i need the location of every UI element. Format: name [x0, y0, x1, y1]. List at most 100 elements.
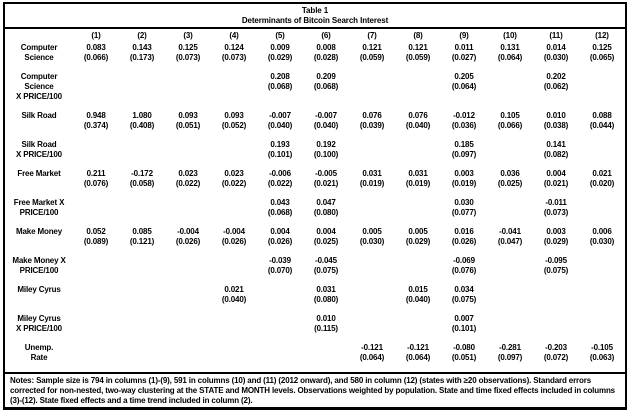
coefficient-value	[211, 256, 257, 266]
cell	[349, 72, 395, 111]
cell: 0.208 (0.068)	[257, 72, 303, 111]
cell	[395, 314, 441, 343]
column-header: (5)	[275, 31, 285, 40]
cell	[487, 140, 533, 169]
cell	[395, 198, 441, 227]
cell: -0.095 (0.075)	[533, 256, 579, 285]
coefficient-value: 0.047	[316, 198, 336, 207]
row-label: Miley Cyrus X PRICE/100	[16, 314, 62, 333]
standard-error-value	[349, 82, 395, 92]
coefficient-value: 0.085	[132, 227, 152, 236]
standard-error-value: (0.026)	[175, 237, 201, 246]
standard-error-value: (0.408)	[129, 121, 155, 130]
cell	[533, 285, 579, 314]
coefficient-value: 0.208	[270, 72, 290, 81]
cell: 0.125 (0.065)	[579, 42, 625, 72]
coefficient-value	[579, 256, 625, 266]
standard-error-value	[257, 295, 303, 305]
cell: 0.006 (0.030)	[579, 227, 625, 256]
table-row: Silk Road 0.948 (0.374) 1.080 (0.408) 0.093 (0…	[5, 111, 625, 140]
standard-error-value: (0.025)	[497, 179, 523, 188]
standard-error-value: (0.058)	[129, 179, 155, 188]
standard-error-value	[533, 295, 579, 305]
cell: 0.005 (0.029)	[395, 227, 441, 256]
coefficient-value: -0.006	[269, 169, 291, 178]
standard-error-value: (0.026)	[267, 237, 293, 246]
coefficient-value: 0.007	[454, 314, 474, 323]
coefficient-value: 0.036	[500, 169, 520, 178]
cell: 0.211 (0.076)	[73, 169, 119, 198]
standard-error-value: (0.075)	[543, 266, 569, 275]
coefficient-value: 0.076	[408, 111, 428, 120]
cell: 0.121 (0.059)	[349, 42, 395, 72]
standard-error-value	[349, 208, 395, 218]
cell: 0.004 (0.021)	[533, 169, 579, 198]
standard-error-value	[395, 208, 441, 218]
cell: 0.202 (0.062)	[533, 72, 579, 111]
standard-error-value: (0.064)	[451, 82, 477, 91]
coefficient-value	[579, 314, 625, 324]
coefficient-value: 0.192	[316, 140, 336, 149]
cell: 0.007 (0.101)	[441, 314, 487, 343]
coefficient-value	[165, 198, 211, 208]
standard-error-value: (0.029)	[267, 53, 293, 62]
standard-error-value: (0.068)	[267, 82, 293, 91]
standard-error-value	[119, 208, 165, 218]
coefficient-value: 0.031	[316, 285, 336, 294]
standard-error-value	[165, 295, 211, 305]
standard-error-value: (0.121)	[129, 237, 155, 246]
standard-error-value	[165, 150, 211, 160]
standard-error-value: (0.040)	[405, 295, 431, 304]
cell	[487, 198, 533, 227]
cell: 0.141 (0.082)	[533, 140, 579, 169]
row-label: Computer Science X PRICE/100	[16, 72, 62, 101]
standard-error-value: (0.082)	[543, 150, 569, 159]
coefficient-value	[487, 140, 533, 150]
standard-error-value: (0.027)	[451, 53, 477, 62]
coefficient-value	[487, 198, 533, 208]
standard-error-value	[73, 150, 119, 160]
cell: 0.205 (0.064)	[441, 72, 487, 111]
cell: 0.010 (0.038)	[533, 111, 579, 140]
coefficient-value: -0.121	[407, 343, 429, 352]
cell: 0.034 (0.075)	[441, 285, 487, 314]
coefficient-value: 0.023	[178, 169, 198, 178]
coefficient-value: 0.011	[454, 43, 474, 52]
cell	[257, 343, 303, 372]
cell: 0.023 (0.022)	[211, 169, 257, 198]
cell	[487, 72, 533, 111]
cell: 0.009 (0.029)	[257, 42, 303, 72]
cell: 0.085 (0.121)	[119, 227, 165, 256]
cell	[165, 343, 211, 372]
cell: -0.121 (0.064)	[349, 343, 395, 372]
standard-error-value: (0.051)	[451, 353, 477, 362]
coefficient-value	[395, 314, 441, 324]
standard-error-value: (0.065)	[589, 53, 615, 62]
coefficient-value	[349, 198, 395, 208]
coefficient-value: 0.010	[546, 111, 566, 120]
cell: -0.045 (0.075)	[303, 256, 349, 285]
standard-error-value	[73, 295, 119, 305]
coefficient-value	[119, 140, 165, 150]
standard-error-value: (0.022)	[221, 179, 247, 188]
cell	[211, 256, 257, 285]
coefficient-value	[119, 256, 165, 266]
coefficient-value: 0.088	[592, 111, 612, 120]
standard-error-value: (0.026)	[451, 237, 477, 246]
cell	[349, 198, 395, 227]
cell: 0.192 (0.100)	[303, 140, 349, 169]
standard-error-value: (0.077)	[451, 208, 477, 217]
coefficient-value: 0.211	[86, 169, 106, 178]
standard-error-value: (0.066)	[83, 53, 109, 62]
standard-error-value	[579, 82, 625, 92]
cell	[165, 285, 211, 314]
column-header: (7)	[367, 31, 377, 40]
standard-error-value: (0.068)	[313, 82, 339, 91]
coefficient-value	[303, 343, 349, 353]
table-body: Computer Science 0.083 (0.066) 0.143 (0.173)…	[5, 42, 625, 372]
cell	[395, 72, 441, 111]
standard-error-value	[165, 208, 211, 218]
coefficient-value	[165, 72, 211, 82]
row-label: Silk Road X PRICE/100	[16, 140, 62, 159]
cell: 0.011 (0.027)	[441, 42, 487, 72]
